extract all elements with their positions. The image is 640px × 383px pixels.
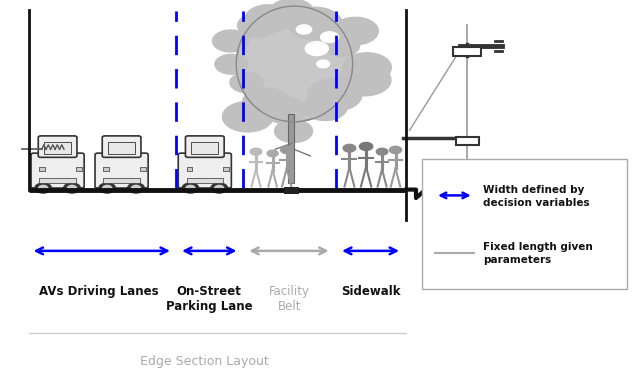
Circle shape — [132, 185, 141, 191]
Circle shape — [287, 7, 342, 40]
Circle shape — [317, 60, 330, 68]
Text: Sidewalk: Sidewalk — [341, 285, 400, 298]
Circle shape — [128, 183, 145, 193]
Circle shape — [303, 94, 347, 121]
Circle shape — [342, 53, 391, 82]
Circle shape — [296, 25, 312, 34]
Bar — [44, 142, 71, 154]
Bar — [76, 167, 82, 171]
Ellipse shape — [237, 7, 352, 121]
Text: Edge Section Layout: Edge Section Layout — [140, 355, 269, 368]
Text: decision variables: decision variables — [483, 198, 590, 208]
Circle shape — [64, 183, 81, 193]
Circle shape — [237, 13, 278, 38]
Circle shape — [263, 97, 306, 123]
Circle shape — [186, 185, 195, 191]
Circle shape — [376, 148, 388, 155]
Text: On-Street
Parking Lane: On-Street Parking Lane — [166, 285, 253, 313]
Circle shape — [245, 5, 291, 33]
FancyBboxPatch shape — [102, 136, 141, 157]
Circle shape — [343, 144, 356, 152]
Circle shape — [102, 185, 112, 191]
FancyBboxPatch shape — [178, 153, 232, 188]
Circle shape — [324, 35, 360, 56]
Circle shape — [223, 101, 273, 132]
Bar — [456, 137, 479, 145]
Text: Width defined by: Width defined by — [483, 185, 584, 195]
Circle shape — [211, 183, 228, 193]
Bar — [104, 167, 109, 171]
Circle shape — [250, 148, 262, 155]
Circle shape — [212, 30, 249, 52]
Circle shape — [230, 72, 264, 93]
Bar — [108, 142, 135, 154]
Circle shape — [332, 17, 378, 45]
Text: Fixed length given: Fixed length given — [483, 242, 593, 252]
Bar — [453, 47, 481, 56]
Circle shape — [339, 64, 391, 96]
Bar — [284, 187, 299, 194]
Circle shape — [182, 183, 198, 193]
Circle shape — [215, 185, 224, 191]
Circle shape — [99, 183, 116, 193]
Bar — [223, 167, 229, 171]
Bar — [288, 114, 294, 183]
FancyBboxPatch shape — [38, 136, 77, 157]
Circle shape — [305, 42, 328, 56]
Bar — [140, 167, 146, 171]
Circle shape — [275, 120, 312, 142]
Bar — [422, 159, 627, 289]
Text: Facility
Belt: Facility Belt — [269, 285, 310, 313]
FancyBboxPatch shape — [31, 153, 84, 188]
Circle shape — [35, 183, 52, 193]
Bar — [187, 167, 193, 171]
Circle shape — [243, 88, 290, 117]
Circle shape — [278, 3, 315, 25]
FancyBboxPatch shape — [95, 153, 148, 188]
Circle shape — [38, 185, 48, 191]
Bar — [40, 178, 76, 183]
Circle shape — [215, 54, 248, 74]
Circle shape — [281, 146, 292, 154]
Circle shape — [390, 146, 401, 154]
Circle shape — [321, 32, 339, 43]
Circle shape — [308, 79, 362, 111]
FancyBboxPatch shape — [186, 136, 224, 157]
Circle shape — [68, 185, 77, 191]
Bar — [39, 167, 45, 171]
Text: parameters: parameters — [483, 255, 552, 265]
Bar — [191, 142, 218, 154]
Bar — [104, 178, 140, 183]
Circle shape — [360, 142, 372, 151]
Circle shape — [269, 0, 314, 25]
Text: AVs Driving Lanes: AVs Driving Lanes — [40, 285, 159, 298]
Bar — [187, 178, 223, 183]
Circle shape — [267, 150, 278, 157]
